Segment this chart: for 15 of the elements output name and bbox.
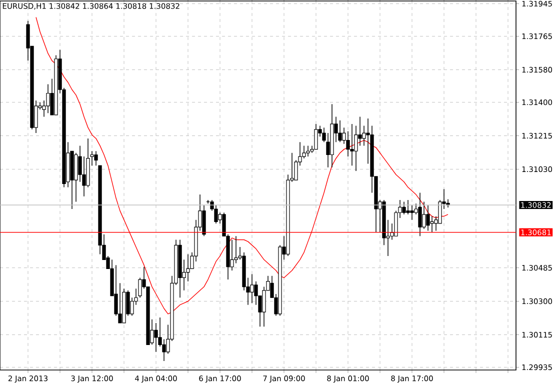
- candlestick: [418, 192, 422, 237]
- candlestick: [410, 205, 414, 220]
- candlestick: [250, 274, 254, 304]
- candlestick: [306, 145, 310, 157]
- candlestick: [402, 201, 406, 215]
- candlestick: [338, 120, 342, 142]
- candlestick: [426, 205, 430, 232]
- candlestick: [314, 124, 318, 150]
- candlestick: [94, 150, 98, 166]
- candlestick: [422, 201, 426, 230]
- candlestick: [46, 84, 50, 114]
- candlestick: [430, 216, 434, 233]
- candlestick: [230, 239, 234, 271]
- candlestick: [406, 200, 410, 215]
- candlestick: [350, 124, 354, 166]
